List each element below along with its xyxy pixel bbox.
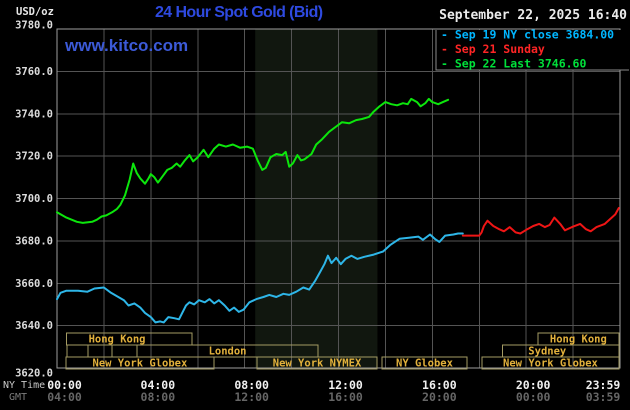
- series-line-1: [461, 207, 620, 237]
- y-tick-label: 3620.0: [15, 368, 53, 380]
- session-box: [381, 356, 468, 370]
- y-tick-label: 3760.0: [15, 66, 53, 78]
- x-tick-gmt: 00:00: [516, 390, 551, 404]
- session-label: Hong Kong: [550, 334, 607, 346]
- x-tick-ny: 12:00: [328, 378, 363, 392]
- y-tick-label: 3700.0: [15, 193, 53, 205]
- y-tick-label: 3740.0: [15, 108, 53, 120]
- series-line-0: [56, 232, 464, 324]
- y-tick-label: 3680.0: [15, 235, 53, 247]
- x-tick-ny: 04:00: [141, 378, 176, 392]
- session-label: New York NYMEX: [273, 358, 362, 370]
- session-box: [256, 356, 378, 370]
- x-tick-gmt: 16:00: [328, 390, 363, 404]
- session-label: NY Globex: [396, 358, 454, 370]
- session-box: [66, 344, 89, 358]
- y-tick-label: 3720.0: [15, 151, 53, 163]
- session-label: Sydney: [528, 346, 567, 358]
- kitco-watermark-link[interactable]: www.kitco.com: [65, 36, 189, 55]
- x-tick-gmt: 12:00: [234, 390, 269, 404]
- x-tick-ny: 08:00: [234, 378, 269, 392]
- session-label: London: [209, 346, 247, 358]
- legend-item: - Sep 22 Last 3746.60: [441, 57, 586, 71]
- ny-time-axis-label: NY Time: [3, 380, 46, 391]
- y-axis-unit-label: USD/oz: [16, 6, 54, 18]
- session-box: [136, 344, 319, 358]
- x-tick-gmt: 20:00: [422, 390, 457, 404]
- session-box: [111, 344, 138, 358]
- series-line-2: [56, 97, 450, 224]
- page-title: 24 Hour Spot Gold (Bid): [155, 4, 323, 21]
- legend-panel: [436, 30, 629, 70]
- x-tick-ny: 20:00: [516, 378, 551, 392]
- x-tick-gmt: 04:00: [47, 390, 82, 404]
- session-box: [65, 356, 215, 370]
- y-tick-label: 3640.0: [15, 320, 53, 332]
- gmt-axis-label: GMT: [9, 392, 28, 403]
- plot-border: [56, 28, 621, 369]
- y-tick-label: 3660.0: [15, 278, 53, 290]
- chart-datetime: September 22, 2025 16:40: [439, 8, 627, 23]
- session-label: New York Globex: [503, 358, 599, 370]
- x-tick-gmt: 08:00: [141, 390, 176, 404]
- x-tick-ny: 00:00: [47, 378, 82, 392]
- y-tick-label: 3780.0: [15, 20, 53, 32]
- legend-item: - Sep 21 Sunday: [441, 42, 545, 56]
- session-box: [481, 356, 620, 370]
- x-tick-ny: 23:59: [586, 378, 621, 392]
- legend-item: - Sep 19 NY close 3684.00: [441, 28, 614, 42]
- x-tick-ny: 16:00: [422, 378, 457, 392]
- session-label: New York Globex: [93, 358, 189, 370]
- session-label: Hong Kong: [89, 334, 146, 346]
- session-box: [87, 344, 113, 358]
- legend-panel-border: [435, 30, 629, 71]
- x-tick-gmt: 03:59: [586, 390, 621, 404]
